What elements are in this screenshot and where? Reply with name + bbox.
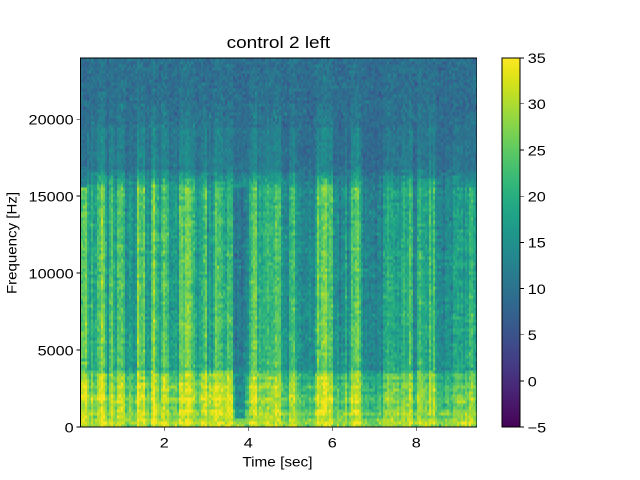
- svg-text:2: 2: [160, 436, 169, 452]
- svg-text:25: 25: [528, 143, 546, 159]
- svg-text:4: 4: [244, 436, 253, 452]
- svg-text:20000: 20000: [29, 113, 74, 129]
- svg-text:control 2 left: control 2 left: [227, 33, 331, 52]
- svg-text:10: 10: [528, 282, 546, 298]
- svg-text:−5: −5: [528, 421, 547, 437]
- svg-text:5000: 5000: [38, 344, 74, 360]
- svg-text:6: 6: [328, 436, 337, 452]
- svg-text:8: 8: [412, 436, 421, 452]
- svg-text:20: 20: [528, 190, 546, 206]
- svg-text:10000: 10000: [29, 267, 74, 283]
- svg-text:15000: 15000: [29, 190, 74, 206]
- svg-text:30: 30: [528, 97, 546, 113]
- svg-text:15: 15: [528, 236, 546, 252]
- svg-text:Time [sec]: Time [sec]: [242, 455, 312, 470]
- svg-text:35: 35: [528, 51, 546, 67]
- svg-text:0: 0: [528, 374, 537, 390]
- svg-text:Frequency [Hz]: Frequency [Hz]: [5, 192, 20, 294]
- svg-text:5: 5: [528, 328, 537, 344]
- svg-text:0: 0: [65, 421, 74, 437]
